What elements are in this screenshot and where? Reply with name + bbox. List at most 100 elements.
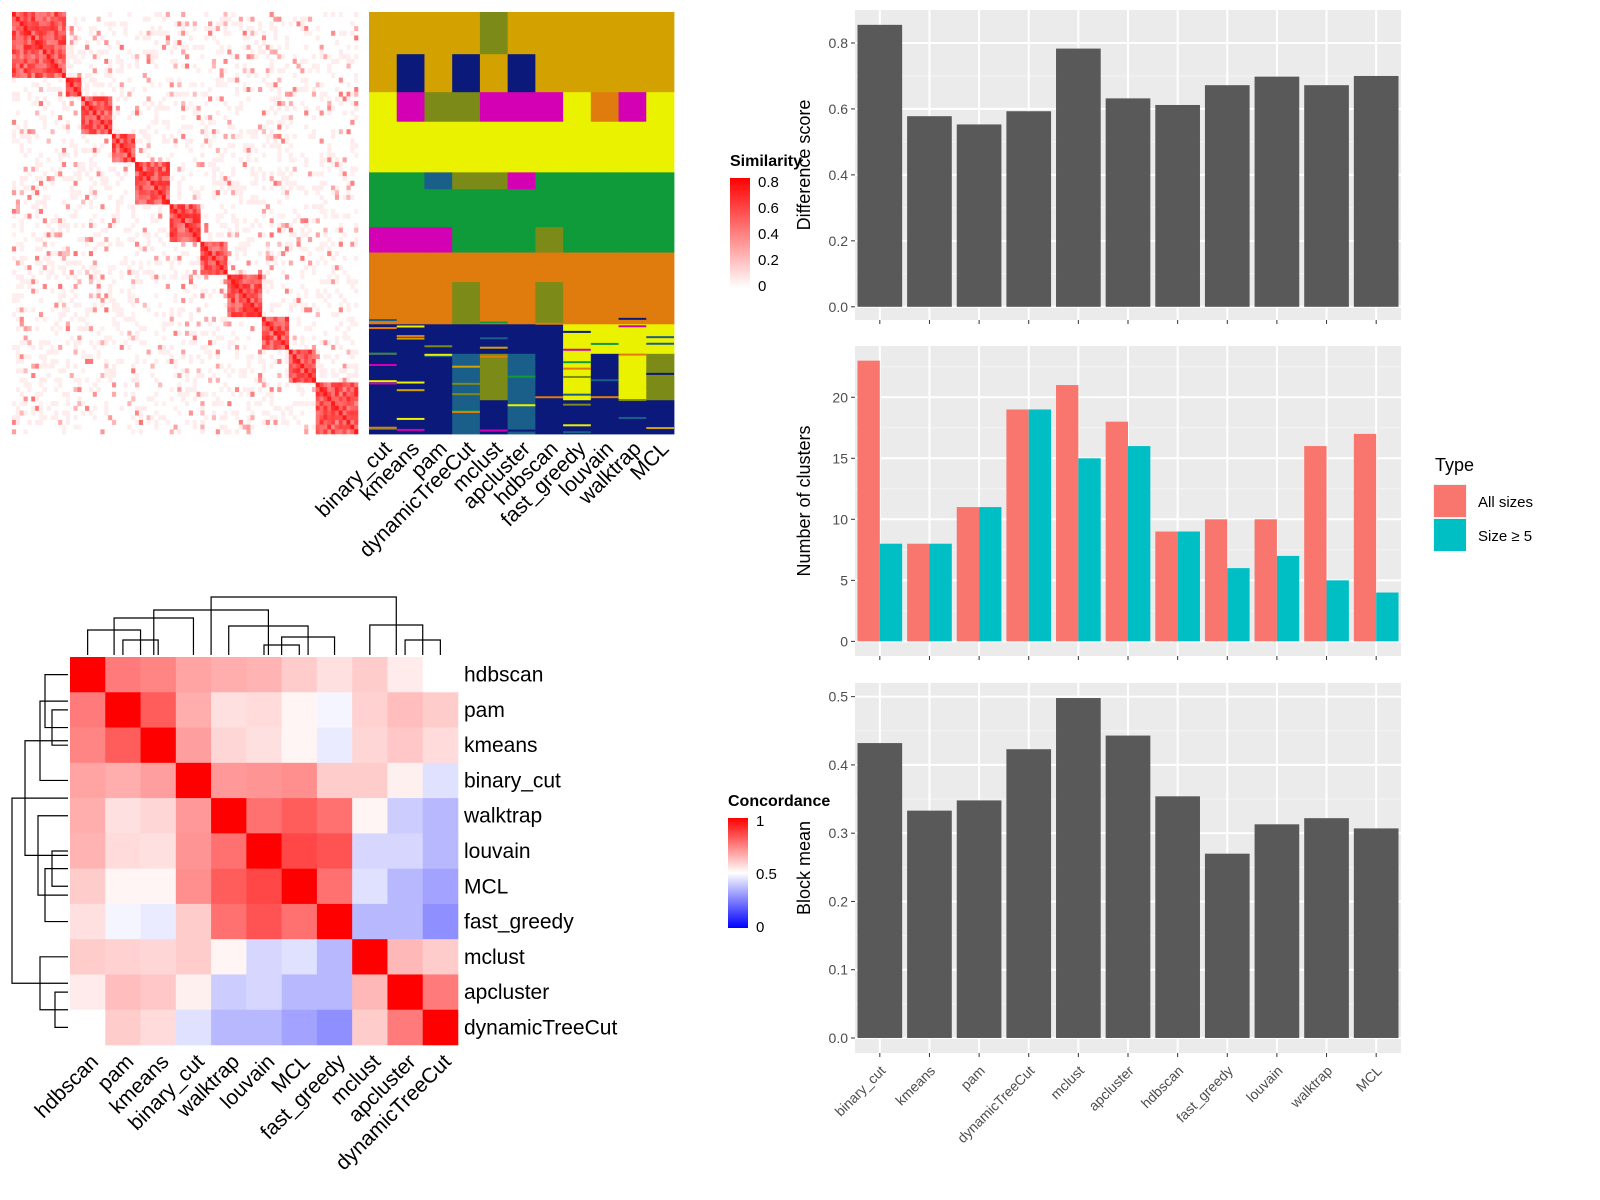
similarity-cell (165, 349, 170, 355)
assignment-cell (424, 345, 453, 348)
similarity-cell (261, 321, 267, 327)
concordance-cell (352, 727, 388, 764)
similarity-cell (250, 415, 255, 421)
similarity-cell (223, 133, 228, 139)
similarity-cell (281, 138, 286, 144)
similarity-cell (38, 44, 44, 50)
assignment-cell (424, 12, 453, 55)
similarity-cell (338, 223, 343, 228)
similarity-cell (181, 237, 186, 243)
similarity-cell (342, 419, 347, 425)
similarity-cell (61, 410, 67, 416)
similarity-cell (142, 185, 147, 191)
similarity-cell (12, 133, 17, 139)
similarity-cell (73, 377, 78, 383)
similarity-cell (338, 77, 343, 83)
similarity-cell (38, 344, 44, 350)
concordance-cell (387, 974, 424, 1011)
similarity-cell (115, 218, 120, 224)
concordance-legend-tick: 1 (756, 813, 764, 830)
similarity-cell (50, 288, 55, 294)
similarity-cell (311, 424, 317, 430)
similarity-cell (77, 340, 82, 346)
similarity-cell (23, 354, 28, 360)
similarity-cell (108, 415, 113, 421)
similarity-cell (154, 30, 159, 36)
similarity-cell (104, 401, 109, 407)
similarity-cell (181, 283, 186, 289)
similarity-cell (354, 410, 359, 416)
similarity-cell (323, 340, 328, 346)
similarity-cell (23, 166, 28, 172)
similarity-cell (85, 101, 90, 107)
similarity-cell (308, 171, 313, 177)
similarity-cell (254, 147, 259, 153)
similarity-cell (334, 387, 340, 393)
similarity-cell (354, 26, 359, 32)
similarity-cell (46, 274, 51, 280)
similarity-cell (181, 223, 186, 228)
similarity-cell (208, 255, 213, 261)
similarity-cell (108, 373, 113, 379)
similarity-cell (269, 223, 274, 228)
similarity-cell (173, 208, 178, 214)
bar (1105, 98, 1151, 307)
similarity-cell (284, 63, 290, 69)
similarity-cell (58, 26, 63, 32)
similarity-cell (35, 16, 40, 22)
similarity-cell (323, 330, 328, 336)
similarity-cell (123, 260, 128, 266)
similarity-cell (100, 96, 105, 102)
similarity-cell (111, 373, 117, 379)
similarity-cell (154, 119, 159, 125)
similarity-cell (338, 265, 343, 271)
similarity-cell (181, 208, 186, 214)
similarity-cell (227, 401, 232, 407)
similarity-cell (269, 302, 274, 308)
assignment-cell (424, 54, 453, 93)
similarity-cell (161, 16, 167, 22)
similarity-cell (12, 91, 17, 97)
similarity-cell (327, 63, 332, 69)
similarity-cell (254, 218, 259, 224)
similarity-cell (31, 204, 36, 210)
similarity-cell (211, 340, 217, 346)
similarity-cell (115, 241, 120, 247)
similarity-cell (73, 363, 78, 369)
similarity-cell (115, 105, 120, 111)
similarity-cell (73, 274, 78, 280)
similarity-cell (254, 133, 259, 139)
assignment-cell (369, 282, 398, 325)
similarity-cell (327, 279, 332, 285)
similarity-cell (346, 302, 351, 308)
similarity-cell (354, 419, 359, 425)
similarity-cell (284, 382, 290, 388)
similarity-cell (304, 377, 309, 383)
bar-size-ge-5 (1028, 409, 1052, 642)
similarity-cell (327, 143, 332, 149)
similarity-cell (69, 72, 74, 78)
concordance-cell (211, 657, 247, 693)
concordance-legend-tick: 0.5 (756, 866, 777, 883)
similarity-cell (185, 288, 190, 294)
similarity-cell (292, 298, 297, 304)
similarity-cell (135, 194, 140, 200)
similarity-cell (115, 157, 120, 163)
similarity-cell (234, 288, 240, 294)
similarity-cell (173, 274, 178, 280)
similarity-cell (150, 171, 155, 177)
similarity-cell (300, 21, 305, 27)
similarity-cell (327, 429, 332, 435)
similarity-cell (96, 110, 101, 116)
similarity-cell (281, 185, 286, 191)
similarity-cell (111, 213, 117, 219)
similarity-cell (131, 415, 136, 421)
similarity-cell (284, 223, 290, 228)
similarity-cell (231, 340, 236, 346)
similarity-cell (288, 157, 293, 163)
similarity-cell (192, 340, 197, 346)
similarity-cell (77, 382, 82, 388)
concordance-cell (105, 868, 141, 905)
similarity-cell (104, 237, 109, 243)
similarity-cell (300, 185, 305, 191)
